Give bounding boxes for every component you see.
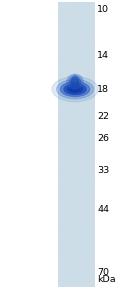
- Ellipse shape: [52, 77, 98, 102]
- Ellipse shape: [71, 78, 79, 86]
- Ellipse shape: [67, 74, 83, 89]
- Text: 22: 22: [97, 112, 109, 121]
- Text: 14: 14: [97, 51, 109, 60]
- Ellipse shape: [73, 75, 78, 81]
- Ellipse shape: [67, 86, 83, 93]
- Ellipse shape: [69, 76, 81, 87]
- Ellipse shape: [57, 80, 94, 99]
- Text: 70: 70: [97, 268, 109, 277]
- Text: 44: 44: [97, 205, 109, 214]
- Ellipse shape: [60, 82, 90, 97]
- Ellipse shape: [70, 87, 80, 91]
- Text: 18: 18: [97, 85, 109, 94]
- Text: 26: 26: [97, 134, 109, 143]
- Ellipse shape: [64, 84, 86, 94]
- Text: 33: 33: [97, 167, 110, 176]
- Text: 10: 10: [97, 5, 109, 14]
- Text: kDa: kDa: [97, 275, 116, 284]
